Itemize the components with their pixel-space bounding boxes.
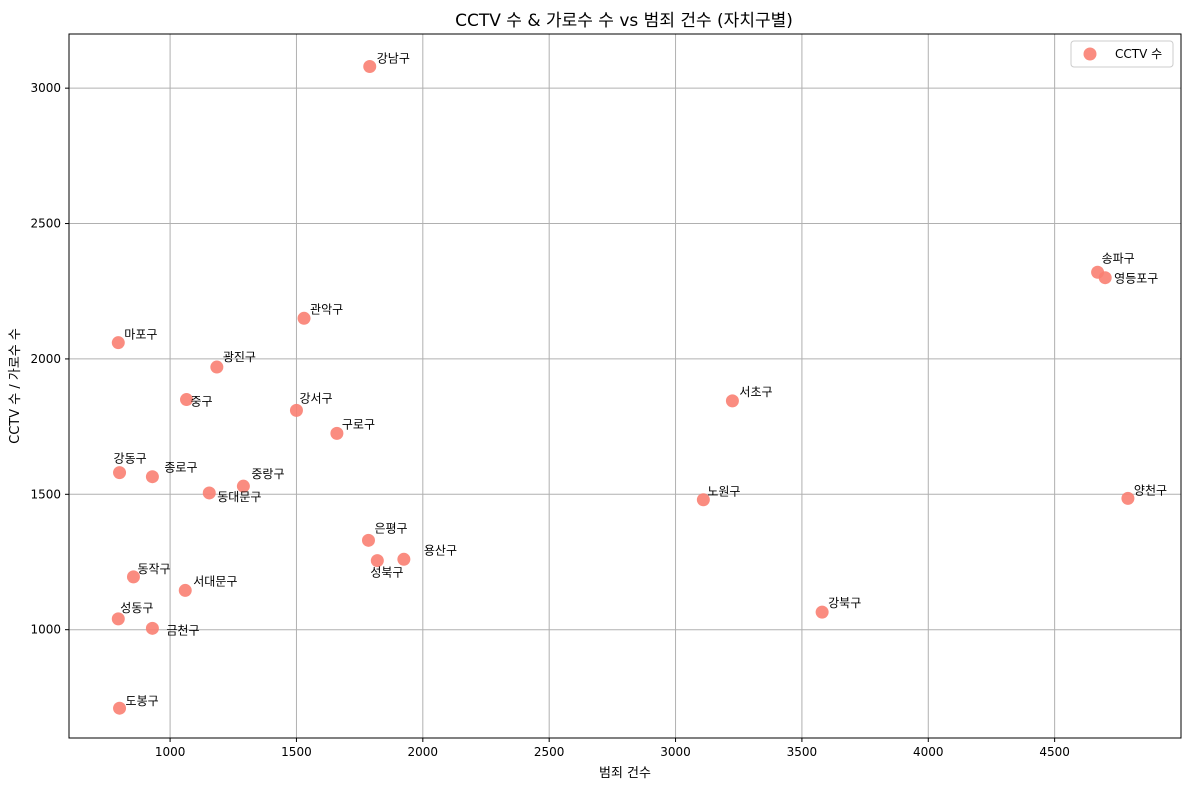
x-tick-label: 3500: [787, 745, 818, 759]
data-point: [178, 583, 192, 597]
y-axis-label: CCTV 수 / 가로수 수: [8, 328, 23, 444]
x-tick-label: 1000: [155, 745, 186, 759]
data-point: [113, 466, 127, 480]
point-label: 관악구: [310, 302, 343, 316]
point-label: 금천구: [166, 622, 199, 637]
point-label: 서대문구: [193, 574, 237, 588]
legend: CCTV 수: [1070, 40, 1174, 68]
data-point: [210, 360, 224, 374]
data-point: [696, 493, 710, 507]
plot-area: [68, 33, 1182, 739]
x-tick-label: 1500: [281, 745, 312, 759]
point-label: 광진구: [223, 350, 256, 364]
point-label: 양천구: [1134, 482, 1167, 497]
y-tick-label: 2500: [30, 217, 61, 231]
data-point: [145, 621, 159, 635]
data-point: [297, 311, 311, 325]
point-label: 영등포구: [1114, 272, 1158, 286]
x-tick-label: 4500: [1039, 745, 1070, 759]
point-label: 동대문구: [217, 490, 261, 504]
legend-entry-cctv: CCTV 수: [1115, 47, 1162, 61]
point-label: 은평구: [374, 521, 407, 535]
data-point: [126, 570, 140, 584]
data-point: [330, 426, 344, 440]
axis-ticks: 1000 1500 2000 2500 3000 3500 4000 4500 1000 1500…: [30, 81, 1069, 759]
data-point: [145, 470, 159, 484]
data-point: [1098, 271, 1112, 285]
point-label: 동작구: [137, 562, 170, 576]
point-label: 용산구: [424, 543, 457, 557]
point-label: 서초구: [739, 385, 772, 399]
y-tick-label: 1000: [30, 623, 61, 637]
y-tick-label: 3000: [30, 81, 61, 95]
data-point: [361, 533, 375, 547]
data-point: [289, 403, 303, 417]
point-label: 마포구: [124, 328, 157, 342]
x-tick-label: 2000: [408, 745, 439, 759]
point-label: 구로구: [342, 417, 375, 431]
data-point: [111, 612, 125, 626]
point-label: 노원구: [707, 485, 740, 499]
point-label: 중구: [191, 395, 213, 409]
data-points: [111, 59, 1135, 715]
data-point: [397, 552, 411, 566]
y-tick-label: 1500: [30, 487, 61, 501]
data-point: [363, 59, 377, 73]
data-point: [180, 393, 194, 407]
data-point: [370, 554, 384, 568]
data-point: [202, 486, 216, 500]
point-label: 성동구: [120, 601, 153, 615]
x-tick-label: 4000: [913, 745, 944, 759]
data-point: [236, 479, 250, 493]
data-point: [815, 605, 829, 619]
grid: [69, 34, 1181, 738]
legend-box: [1070, 40, 1174, 68]
legend-marker: [1083, 47, 1097, 61]
point-label: 강남구: [377, 51, 410, 65]
x-tick-label: 2500: [534, 745, 565, 759]
point-label: 강서구: [299, 391, 332, 405]
point-label: 도봉구: [126, 694, 159, 708]
data-point: [111, 336, 125, 350]
point-label: 송파구: [1102, 251, 1135, 265]
x-tick-label: 3000: [660, 745, 691, 759]
x-axis-label: 범죄 건수: [599, 766, 651, 781]
point-label: 성북구: [370, 566, 403, 580]
data-point: [725, 394, 739, 408]
chart-title: CCTV 수 & 가로수 수 vs 범죄 건수 (자치구별): [455, 11, 793, 31]
point-label: 강북구: [828, 596, 861, 610]
data-point: [113, 701, 127, 715]
point-label: 강동구: [114, 452, 147, 466]
y-tick-label: 2000: [30, 352, 61, 366]
point-label: 종로구: [164, 461, 197, 475]
point-label: 중랑구: [251, 467, 284, 481]
data-point: [1121, 491, 1135, 505]
